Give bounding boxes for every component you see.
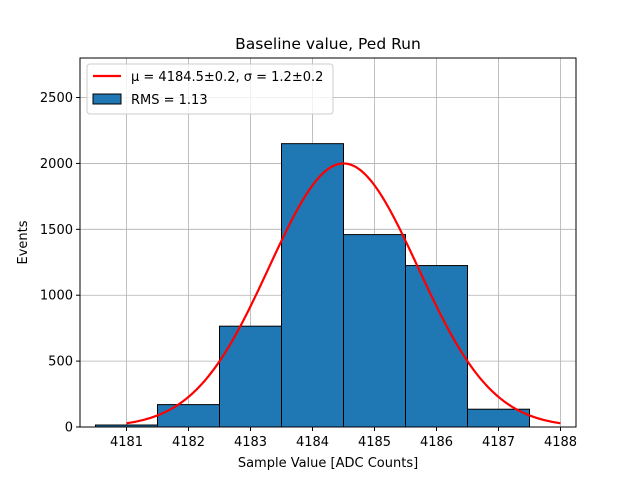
legend: μ = 4184.5±0.2, σ = 1.2±0.2 RMS = 1.13 [86, 63, 334, 115]
legend-fit-label: μ = 4184.5±0.2, σ = 1.2±0.2 [131, 70, 323, 85]
x-tick-label: 4185 [358, 435, 391, 450]
histogram-bar [157, 404, 220, 428]
legend-bar-swatch [92, 93, 122, 105]
x-tick-label: 4184 [296, 435, 329, 450]
histogram-bar [343, 234, 406, 428]
y-tick-label: 0 [65, 421, 73, 436]
y-axis-title: Events [16, 220, 31, 264]
legend-box [86, 63, 334, 115]
x-tick-label: 4182 [172, 435, 205, 450]
y-tick-label: 1000 [40, 289, 73, 304]
x-tick-label: 4183 [234, 435, 267, 450]
plot-frame [79, 57, 577, 428]
legend-rms-label: RMS = 1.13 [131, 93, 208, 108]
y-tick-label: 2500 [40, 91, 73, 106]
histogram-bar [219, 325, 282, 428]
axis-ticks: 4181 4182 4183 4184 4185 4186 4187 4188 0 500 1000… [40, 91, 577, 450]
fit-curve [126, 162, 561, 425]
x-tick-label: 4181 [110, 435, 143, 450]
x-tick-label: 4188 [544, 435, 577, 450]
chart-title: Baseline value, Ped Run [235, 35, 421, 53]
y-tick-label: 1500 [40, 223, 73, 238]
y-tick-label: 2000 [40, 157, 73, 172]
x-tick-label: 4187 [482, 435, 515, 450]
y-tick-label: 500 [48, 355, 73, 370]
x-axis-title: Sample Value [ADC Counts] [238, 456, 418, 471]
gaussian-fit [126, 162, 561, 425]
x-tick-label: 4186 [420, 435, 453, 450]
